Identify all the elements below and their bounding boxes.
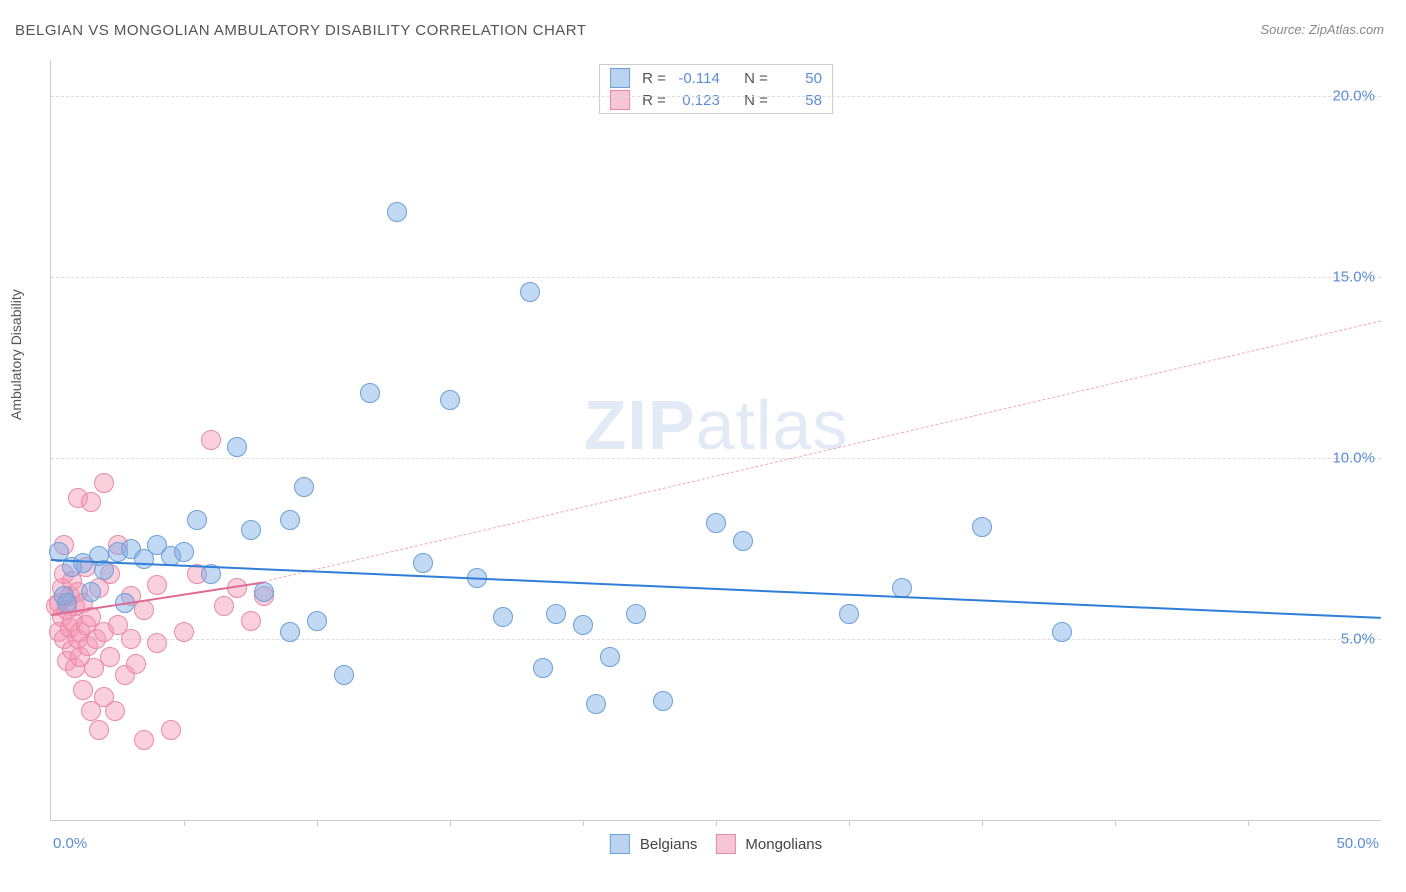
r-label: R = [642, 70, 666, 87]
point-mongolians [134, 600, 154, 620]
r-value-belgians: -0.114 [674, 70, 720, 87]
point-mongolians [94, 473, 114, 493]
point-mongolians [100, 647, 120, 667]
point-belgians [227, 437, 247, 457]
x-tick-label: 0.0% [53, 835, 87, 852]
point-mongolians [174, 622, 194, 642]
legend-label-mongolians: Mongolians [745, 836, 822, 853]
point-mongolians [89, 720, 109, 740]
point-belgians [626, 604, 646, 624]
point-mongolians [73, 680, 93, 700]
r-value-mongolians: 0.123 [674, 92, 720, 109]
gridline-h [51, 277, 1381, 278]
point-belgians [307, 611, 327, 631]
point-belgians [546, 604, 566, 624]
point-belgians [1052, 622, 1072, 642]
r-label: R = [642, 92, 666, 109]
point-belgians [174, 542, 194, 562]
legend-item-mongolians: Mongolians [715, 834, 822, 854]
n-value-mongolians: 58 [776, 92, 822, 109]
point-mongolians [81, 492, 101, 512]
n-value-belgians: 50 [776, 70, 822, 87]
point-belgians [360, 383, 380, 403]
source-attribution: Source: ZipAtlas.com [1260, 22, 1384, 37]
point-belgians [839, 604, 859, 624]
legend-label-belgians: Belgians [640, 836, 698, 853]
point-belgians [413, 553, 433, 573]
legend-item-belgians: Belgians [610, 834, 698, 854]
scatter-plot-area: ZIPatlas R = -0.114 N = 50 R = 0.123 N =… [50, 60, 1381, 821]
point-belgians [440, 390, 460, 410]
x-tick [317, 820, 318, 826]
x-tick [1248, 820, 1249, 826]
gridline-h [51, 639, 1381, 640]
point-belgians [600, 647, 620, 667]
point-belgians [254, 582, 274, 602]
point-belgians [280, 510, 300, 530]
point-belgians [81, 582, 101, 602]
point-belgians [972, 517, 992, 537]
x-tick-label: 50.0% [1336, 835, 1379, 852]
point-belgians [573, 615, 593, 635]
point-belgians [493, 607, 513, 627]
point-belgians [706, 513, 726, 533]
point-belgians [653, 691, 673, 711]
legend-stats-row-belgians: R = -0.114 N = 50 [600, 67, 832, 89]
point-belgians [294, 477, 314, 497]
point-belgians [520, 282, 540, 302]
point-belgians [533, 658, 553, 678]
x-tick [583, 820, 584, 826]
y-tick-label: 15.0% [1332, 269, 1375, 286]
point-belgians [334, 665, 354, 685]
y-tick-label: 5.0% [1341, 631, 1375, 648]
point-mongolians [134, 730, 154, 750]
point-mongolians [161, 720, 181, 740]
point-belgians [280, 622, 300, 642]
point-mongolians [126, 654, 146, 674]
point-belgians [586, 694, 606, 714]
legend-bottom: Belgians Mongolians [610, 834, 822, 854]
point-belgians [387, 202, 407, 222]
point-mongolians [147, 633, 167, 653]
swatch-mongolians-icon [610, 90, 630, 110]
trend-line [264, 321, 1381, 583]
point-mongolians [201, 430, 221, 450]
point-mongolians [214, 596, 234, 616]
swatch-belgians-icon [610, 834, 630, 854]
point-belgians [733, 531, 753, 551]
swatch-belgians-icon [610, 68, 630, 88]
point-mongolians [121, 629, 141, 649]
gridline-h [51, 458, 1381, 459]
n-label: N = [744, 70, 768, 87]
gridline-h [51, 96, 1381, 97]
point-belgians [187, 510, 207, 530]
watermark-zip: ZIP [584, 386, 696, 464]
watermark-atlas: atlas [696, 386, 849, 464]
point-mongolians [241, 611, 261, 631]
x-tick [716, 820, 717, 826]
x-tick [450, 820, 451, 826]
x-tick [184, 820, 185, 826]
y-axis-label: Ambulatory Disability [8, 289, 24, 420]
point-belgians [241, 520, 261, 540]
y-tick-label: 10.0% [1332, 450, 1375, 467]
point-mongolians [147, 575, 167, 595]
y-tick-label: 20.0% [1332, 88, 1375, 105]
legend-stats-row-mongolians: R = 0.123 N = 58 [600, 89, 832, 111]
x-tick [982, 820, 983, 826]
swatch-mongolians-icon [715, 834, 735, 854]
point-mongolians [105, 701, 125, 721]
n-label: N = [744, 92, 768, 109]
chart-title: BELGIAN VS MONGOLIAN AMBULATORY DISABILI… [15, 22, 587, 39]
x-tick [849, 820, 850, 826]
x-tick [1115, 820, 1116, 826]
legend-stats-box: R = -0.114 N = 50 R = 0.123 N = 58 [599, 64, 833, 114]
